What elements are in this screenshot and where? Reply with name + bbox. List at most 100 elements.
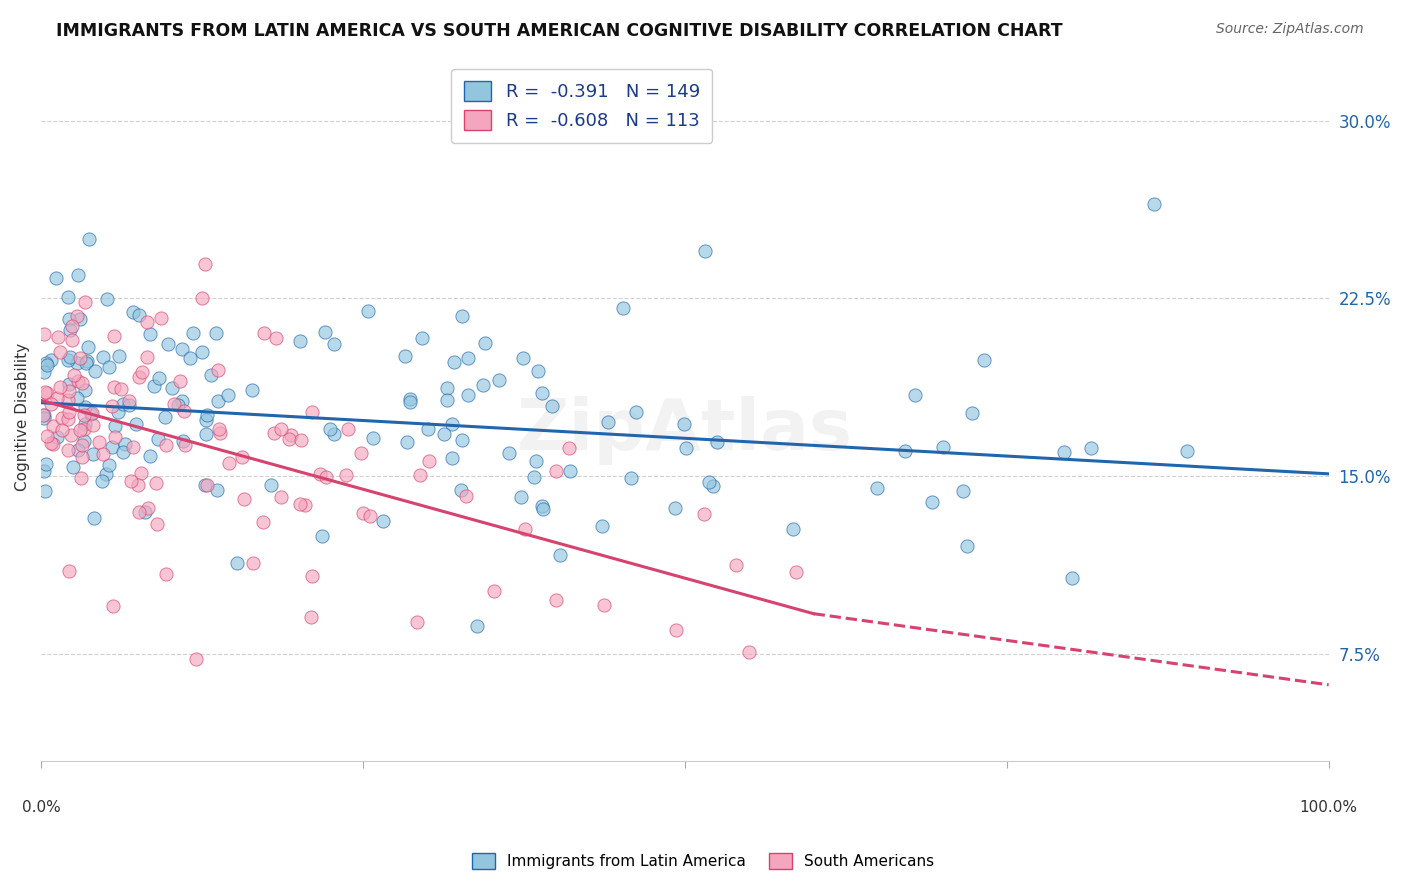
Point [58, 290, 80, 304]
Point [51, 424, 73, 438]
Point [593, 598, 616, 612]
Point [76, 340, 98, 354]
Point [359, 508, 381, 523]
Text: 0.0%: 0.0% [21, 799, 60, 814]
Point [693, 507, 716, 521]
Point [301, 569, 323, 583]
Point [418, 454, 440, 468]
Point [218, 456, 240, 470]
Point [69, 311, 91, 326]
Point [197, 478, 219, 492]
Point [63, 368, 86, 382]
Point [252, 515, 274, 529]
Point [1080, 441, 1102, 455]
Point [148, 432, 170, 446]
Point [56, 442, 79, 457]
Point [208, 425, 231, 440]
Point [540, 399, 562, 413]
Point [523, 470, 546, 484]
Point [620, 471, 643, 485]
Point [101, 599, 124, 613]
Point [270, 422, 292, 436]
Point [76, 354, 98, 368]
Point [309, 467, 332, 481]
Point [193, 478, 215, 492]
Point [1053, 444, 1076, 458]
Point [32, 410, 55, 425]
Point [191, 292, 214, 306]
Point [148, 371, 170, 385]
Point [73, 383, 96, 397]
Point [84, 364, 107, 378]
Point [34, 458, 56, 472]
Point [457, 388, 479, 402]
Point [79, 232, 101, 246]
Text: IMMIGRANTS FROM LATIN AMERICA VS SOUTH AMERICAN COGNITIVE DISABILITY CORRELATION: IMMIGRANTS FROM LATIN AMERICA VS SOUTH A… [56, 22, 1063, 40]
Point [436, 380, 458, 394]
Point [299, 609, 322, 624]
Point [318, 422, 340, 436]
Point [138, 500, 160, 515]
Point [179, 351, 201, 365]
Point [433, 427, 456, 442]
Point [451, 433, 474, 447]
Point [48, 330, 70, 344]
Point [69, 423, 91, 437]
Point [921, 495, 943, 509]
Point [395, 434, 418, 449]
Point [200, 368, 222, 382]
Point [205, 483, 228, 498]
Point [544, 464, 567, 478]
Point [443, 355, 465, 369]
Point [323, 426, 346, 441]
Point [122, 305, 145, 319]
Point [527, 363, 550, 377]
Point [612, 301, 634, 316]
Point [960, 406, 983, 420]
Point [97, 458, 120, 472]
Point [399, 392, 422, 407]
Point [134, 505, 156, 519]
Point [73, 408, 96, 422]
Point [59, 351, 82, 365]
Point [865, 481, 887, 495]
Point [118, 398, 141, 412]
Point [253, 326, 276, 340]
Point [785, 565, 807, 579]
Text: ZipAtlas: ZipAtlas [517, 396, 853, 466]
Point [624, 405, 647, 419]
Point [66, 309, 89, 323]
Point [361, 432, 384, 446]
Point [62, 460, 84, 475]
Point [207, 394, 229, 409]
Point [157, 336, 180, 351]
Point [697, 475, 720, 489]
Point [558, 441, 581, 455]
Point [465, 619, 488, 633]
Point [693, 244, 716, 258]
Point [280, 428, 302, 442]
Point [82, 417, 104, 432]
Point [242, 556, 264, 570]
Point [904, 388, 927, 402]
Point [35, 356, 58, 370]
Point [208, 422, 231, 436]
Point [260, 478, 283, 492]
Point [128, 370, 150, 384]
Point [288, 334, 311, 348]
Point [73, 434, 96, 448]
Point [450, 483, 472, 498]
Point [39, 352, 62, 367]
Point [226, 556, 249, 570]
Point [82, 406, 104, 420]
Point [290, 433, 312, 447]
Point [294, 498, 316, 512]
Point [173, 404, 195, 418]
Point [120, 475, 142, 489]
Point [264, 331, 287, 345]
Point [409, 467, 432, 482]
Point [194, 258, 217, 272]
Point [311, 528, 333, 542]
Point [114, 437, 136, 451]
Point [191, 345, 214, 359]
